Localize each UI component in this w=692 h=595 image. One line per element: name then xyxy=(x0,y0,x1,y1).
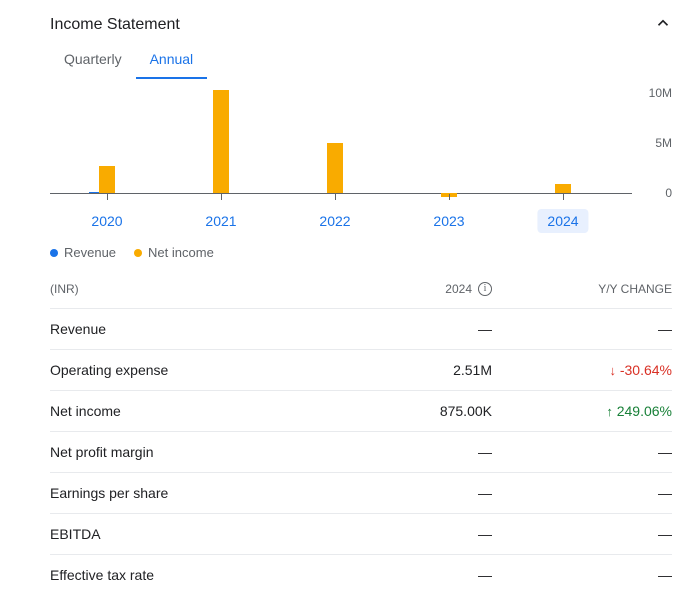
legend-label: Revenue xyxy=(64,245,116,260)
chart-bar xyxy=(213,90,229,193)
table-row: Revenue—— xyxy=(50,308,672,349)
legend-item-revenue: Revenue xyxy=(50,245,116,260)
chart-x-tick xyxy=(335,194,336,200)
chart-bar xyxy=(327,143,343,193)
table-row: Operating expense2.51M↓ -30.64% xyxy=(50,349,672,390)
row-label: Earnings per share xyxy=(50,485,352,501)
chart-y-axis: 10M 5M 0 xyxy=(636,83,672,203)
chart-x-label[interactable]: 2020 xyxy=(81,209,132,233)
row-value: 2.51M xyxy=(352,362,492,378)
income-chart: 20202021202220232024 10M5M0 xyxy=(50,83,672,233)
row-value: — xyxy=(352,321,492,337)
chart-y-label: 10M xyxy=(649,86,672,100)
chart-x-tick xyxy=(221,194,222,200)
row-value: — xyxy=(352,567,492,583)
row-value: — xyxy=(352,526,492,542)
row-change: — xyxy=(492,526,672,542)
chart-x-tick xyxy=(107,194,108,200)
row-change: — xyxy=(492,485,672,501)
chart-x-label[interactable]: 2022 xyxy=(309,209,360,233)
chart-bar xyxy=(555,184,571,193)
row-change: — xyxy=(492,567,672,583)
chart-y-label: 0 xyxy=(665,186,672,200)
legend-swatch xyxy=(134,249,142,257)
table-row: Net profit margin—— xyxy=(50,431,672,472)
row-value: 875.00K xyxy=(352,403,492,419)
chart-y-label: 5M xyxy=(655,136,672,150)
row-change: ↓ -30.64% xyxy=(492,362,672,378)
table-body: Revenue——Operating expense2.51M↓ -30.64%… xyxy=(50,308,672,595)
legend-swatch xyxy=(50,249,58,257)
chart-x-tick xyxy=(563,194,564,200)
row-change: — xyxy=(492,321,672,337)
chart-plot-area: 20202021202220232024 xyxy=(50,83,632,203)
income-statement-panel: Income Statement Quarterly Annual 202020… xyxy=(0,0,692,595)
row-label: Revenue xyxy=(50,321,352,337)
table-head-year: 2024 i xyxy=(352,282,492,296)
row-change: — xyxy=(492,444,672,460)
tab-annual[interactable]: Annual xyxy=(136,41,208,79)
row-label: Effective tax rate xyxy=(50,567,352,583)
chart-legend: Revenue Net income xyxy=(50,245,672,260)
chart-x-label[interactable]: 2021 xyxy=(195,209,246,233)
table-row: EBITDA—— xyxy=(50,513,672,554)
row-label: Net income xyxy=(50,403,352,419)
legend-item-netincome: Net income xyxy=(134,245,214,260)
row-label: Net profit margin xyxy=(50,444,352,460)
info-icon[interactable]: i xyxy=(478,282,492,296)
table-row: Net income875.00K↑ 249.06% xyxy=(50,390,672,431)
row-value: — xyxy=(352,485,492,501)
chart-axis-line xyxy=(50,193,632,194)
chart-bar xyxy=(99,166,115,193)
table-row: Effective tax rate—— xyxy=(50,554,672,595)
row-change: ↑ 249.06% xyxy=(492,403,672,419)
table-header: (INR) 2024 i Y/Y CHANGE xyxy=(50,274,672,308)
collapse-toggle[interactable] xyxy=(654,14,672,35)
tab-quarterly[interactable]: Quarterly xyxy=(50,41,136,79)
chart-x-tick xyxy=(449,194,450,200)
legend-label: Net income xyxy=(148,245,214,260)
table-head-year-label: 2024 xyxy=(445,282,472,296)
chart-x-label[interactable]: 2023 xyxy=(423,209,474,233)
row-value: — xyxy=(352,444,492,460)
table-row: Earnings per share—— xyxy=(50,472,672,513)
section-title: Income Statement xyxy=(50,16,180,34)
table-head-currency: (INR) xyxy=(50,282,352,296)
row-label: Operating expense xyxy=(50,362,352,378)
row-label: EBITDA xyxy=(50,526,352,542)
chart-x-label[interactable]: 2024 xyxy=(537,209,588,233)
period-tabs: Quarterly Annual xyxy=(50,41,672,79)
section-header: Income Statement xyxy=(50,8,672,37)
chevron-up-icon xyxy=(654,14,672,32)
table-head-change: Y/Y CHANGE xyxy=(492,282,672,296)
